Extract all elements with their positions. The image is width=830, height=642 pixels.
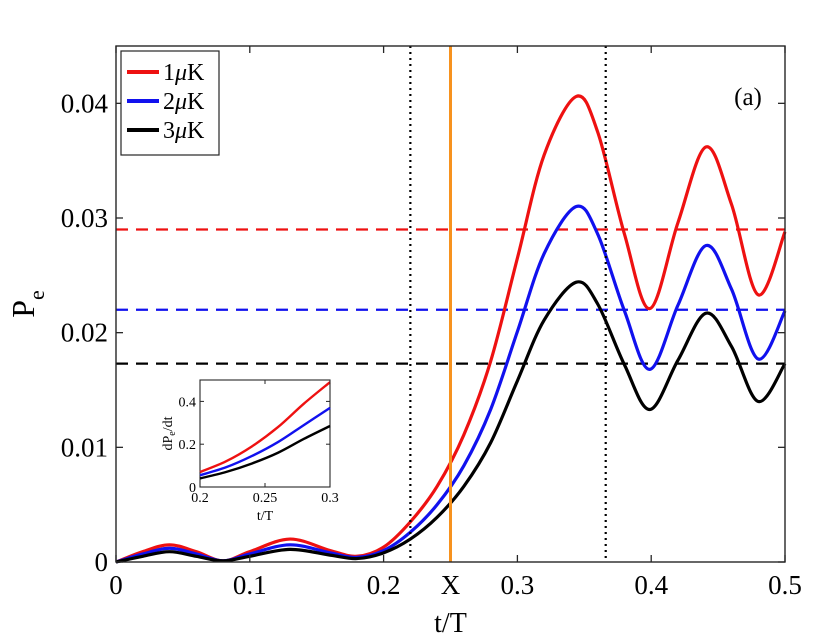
x-axis-label: t/T (434, 608, 467, 639)
legend-mu: μ (174, 60, 187, 86)
legend-unit: K (187, 118, 205, 144)
y-axis-label-sub: e (24, 290, 49, 300)
labels-group: Xt/T Pe (a) (5, 84, 762, 639)
inset-x-axis-label: t/T (257, 509, 274, 524)
inset-y-label-sub: e (167, 431, 178, 436)
inset-y-label-tail: /dt (161, 416, 176, 431)
series-line-3 (115, 280, 787, 564)
inset-y-label-main: dP (161, 436, 176, 451)
inset-y-tick-label: 0.2 (179, 438, 197, 453)
main-axes-group: 0 0.1 0.2 0.3 0.4 0.5 0 0.01 0.02 0.03 0.04 (61, 45, 802, 600)
legend-entry-1: 1μK (163, 60, 205, 86)
legend-entry-3: 3μK (163, 118, 205, 144)
panel-label: (a) (734, 84, 762, 111)
x-tick-label: 0 (109, 570, 123, 600)
legend-num: 2 (163, 89, 175, 115)
inset-series-line-2 (199, 406, 331, 477)
inset-series-line-3 (199, 424, 331, 480)
legend-mu: μ (174, 89, 187, 115)
legend-entry-2: 2μK (163, 89, 205, 115)
inset-series-line-1 (199, 381, 331, 474)
legend-unit: K (187, 60, 205, 86)
x-tick-label: 0.5 (768, 570, 802, 600)
inset-y-tick-label: 0 (189, 481, 196, 496)
vertical-lines-group (409, 46, 607, 562)
y-axis-label: Pe (5, 290, 49, 318)
y-tick-label: 0 (95, 547, 109, 577)
x-tick-label: 0.1 (233, 570, 267, 600)
inset-frame (199, 379, 331, 488)
legend-unit: K (187, 89, 205, 115)
x-tick-label: 0.3 (501, 570, 535, 600)
inset-y-tick-label: 0.4 (179, 395, 197, 410)
inset-y-axis-label: dPe/dt (161, 416, 178, 450)
y-tick-label: 0.01 (61, 432, 108, 462)
y-axis-label-main: P (5, 300, 41, 318)
legend-num: 3 (163, 118, 175, 144)
y-tick-label: 0.03 (61, 203, 108, 233)
y-tick-label: 0.04 (61, 88, 109, 118)
x-tick-label: 0.2 (367, 570, 401, 600)
y-tick-label: 0.02 (61, 318, 108, 348)
inset-x-tick-label: 0.2 (191, 491, 209, 506)
main-series-group (115, 94, 787, 564)
x-marker-label: X (441, 570, 461, 600)
legend-num: 1 (163, 60, 175, 86)
inset-x-tick-label: 0.25 (253, 491, 278, 506)
legend-mu: μ (174, 118, 187, 144)
x-tick-label: 0.4 (634, 570, 668, 600)
plot-frame (115, 45, 786, 563)
inset-x-tick-label: 0.3 (321, 491, 339, 506)
